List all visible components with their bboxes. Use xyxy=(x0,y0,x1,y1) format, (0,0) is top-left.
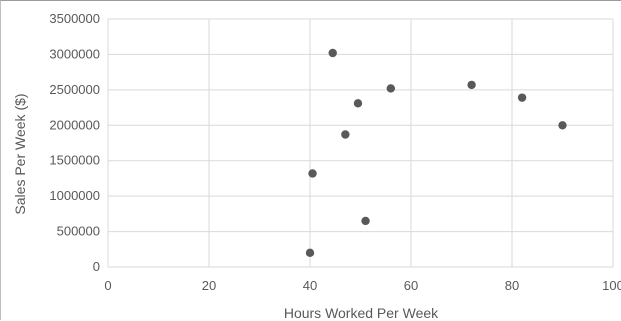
y-tick-label: 2000000 xyxy=(49,117,100,132)
y-tick-label: 500000 xyxy=(57,224,100,239)
y-tick-label: 2500000 xyxy=(49,82,100,97)
data-point xyxy=(558,121,567,130)
data-point xyxy=(328,48,337,58)
y-tick-label: 3500000 xyxy=(49,11,100,26)
y-tick-label: 0 xyxy=(93,259,100,274)
data-point xyxy=(386,84,395,93)
x-tick-label: 20 xyxy=(202,278,216,293)
data-point xyxy=(467,80,476,90)
y-tick-label: 3000000 xyxy=(49,46,100,61)
x-tick-label: 40 xyxy=(303,278,317,293)
gridlines xyxy=(107,18,614,268)
y-tick-label: 1000000 xyxy=(49,188,100,203)
x-tick-label: 100 xyxy=(602,278,621,293)
y-tick-label: 1500000 xyxy=(49,153,100,168)
x-tick-label: 0 xyxy=(104,278,111,293)
x-axis-ticks: 0 20 40 60 80 100 xyxy=(104,278,621,293)
data-point xyxy=(308,169,317,178)
y-axis-ticks: 0 500000 1000000 1500000 2000000 2500000 30000… xyxy=(49,11,100,274)
x-axis-title: Hours Worked Per Week xyxy=(284,305,439,321)
x-tick-label: 80 xyxy=(505,278,519,293)
data-point xyxy=(341,130,350,139)
data-point xyxy=(353,99,363,108)
data-point xyxy=(361,216,370,226)
x-tick-label: 60 xyxy=(404,278,418,293)
data-point xyxy=(305,248,315,258)
y-axis-title: Sales Per Week ($) xyxy=(12,93,28,214)
data-point xyxy=(517,93,527,102)
data-points xyxy=(305,48,567,258)
